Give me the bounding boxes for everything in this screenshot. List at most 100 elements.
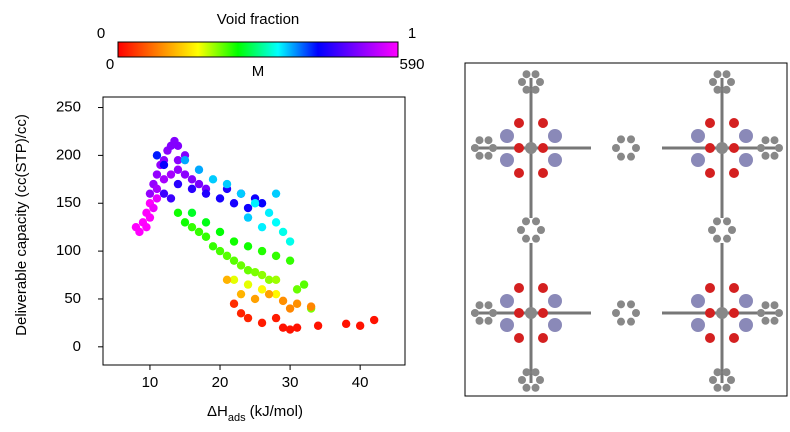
atom — [691, 153, 705, 167]
point — [230, 199, 238, 207]
point — [265, 209, 273, 217]
atom — [716, 142, 728, 154]
atom — [627, 318, 635, 326]
y-tick-label: 200 — [56, 146, 81, 163]
atom — [489, 309, 497, 317]
atom — [532, 86, 540, 94]
atom — [532, 70, 540, 78]
atom — [612, 309, 620, 317]
colorbar2-title: M — [252, 63, 265, 80]
atom — [538, 333, 548, 343]
atom — [532, 384, 540, 392]
atom — [548, 153, 562, 167]
atom — [514, 143, 524, 153]
atom — [485, 136, 493, 144]
point — [237, 309, 245, 317]
atom — [476, 301, 484, 309]
colorbar — [118, 42, 398, 57]
point — [237, 290, 245, 298]
atom — [714, 368, 722, 376]
point — [195, 166, 203, 174]
atom — [538, 308, 548, 318]
y-tick-label: 100 — [56, 242, 81, 259]
atom — [723, 235, 731, 243]
atom — [485, 317, 493, 325]
atom — [538, 118, 548, 128]
atom — [739, 318, 753, 332]
point — [272, 314, 280, 322]
point — [230, 237, 238, 245]
atom — [536, 78, 544, 86]
point — [146, 213, 154, 221]
x-label-main: ΔH — [207, 403, 228, 420]
atom — [757, 309, 765, 317]
atom — [523, 70, 531, 78]
point — [244, 213, 252, 221]
atom — [523, 86, 531, 94]
atom — [729, 168, 739, 178]
point — [153, 194, 161, 202]
point — [370, 316, 378, 324]
atom — [532, 368, 540, 376]
atom — [612, 144, 620, 152]
atom — [771, 301, 779, 309]
point — [258, 271, 266, 279]
point — [279, 297, 287, 305]
atom — [691, 129, 705, 143]
atom — [709, 376, 717, 384]
atom — [716, 307, 728, 319]
point — [149, 204, 157, 212]
atom — [739, 294, 753, 308]
atom — [727, 78, 735, 86]
point — [153, 185, 161, 193]
point — [293, 300, 301, 308]
point — [223, 276, 231, 284]
point — [135, 228, 143, 236]
atom — [476, 317, 484, 325]
point — [153, 170, 161, 178]
atom — [525, 142, 537, 154]
point — [230, 256, 238, 264]
point — [286, 256, 294, 264]
point — [160, 175, 168, 183]
atom — [514, 168, 524, 178]
point — [307, 302, 315, 310]
point — [244, 314, 252, 322]
point — [195, 180, 203, 188]
atom — [729, 333, 739, 343]
atom — [617, 153, 625, 161]
point — [174, 180, 182, 188]
point — [160, 161, 168, 169]
point — [181, 156, 189, 164]
atom — [729, 283, 739, 293]
x-label-unit: (kJ/mol) — [250, 403, 303, 420]
point — [293, 285, 301, 293]
colorbar2-max: 590 — [399, 56, 424, 73]
point — [216, 228, 224, 236]
point — [223, 180, 231, 188]
y-tick-label: 0 — [73, 338, 81, 355]
atom — [538, 283, 548, 293]
atom — [632, 309, 640, 317]
atom — [723, 70, 731, 78]
point — [342, 320, 350, 328]
atom — [522, 235, 530, 243]
atom — [471, 309, 479, 317]
point — [223, 252, 231, 260]
atom — [627, 135, 635, 143]
point — [188, 223, 196, 231]
point — [202, 233, 210, 241]
atom — [517, 226, 525, 234]
atom — [729, 308, 739, 318]
atom — [762, 152, 770, 160]
x-axis-label: ΔHads(kJ/mol) — [207, 403, 303, 424]
y-tick-label: 50 — [64, 290, 81, 307]
point — [167, 170, 175, 178]
atom — [538, 143, 548, 153]
atom — [714, 86, 722, 94]
atom — [536, 376, 544, 384]
colorbar-max: 1 — [408, 25, 416, 42]
point — [160, 189, 168, 197]
point — [142, 223, 150, 231]
point — [209, 242, 217, 250]
